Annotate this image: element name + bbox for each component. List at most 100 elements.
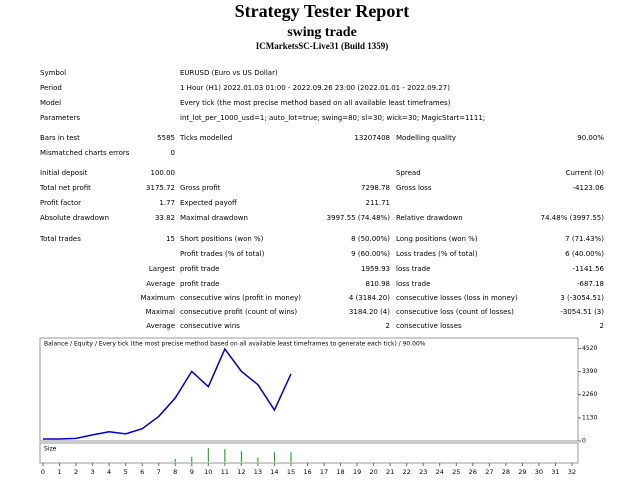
cell: Average bbox=[146, 280, 175, 288]
cell: Current (0) bbox=[566, 169, 605, 177]
cell: Maximum bbox=[141, 294, 176, 302]
cell: 100.00 bbox=[151, 169, 176, 177]
cell: Absolute drawdown bbox=[40, 214, 109, 222]
cell: 90.00% bbox=[577, 134, 604, 142]
x-tick-label: 6 bbox=[140, 468, 144, 476]
y-tick-label: 3390 bbox=[582, 368, 597, 375]
cell: Mismatched charts errors bbox=[40, 149, 130, 157]
cell: Maximal drawdown bbox=[180, 214, 248, 222]
x-tick-label: 12 bbox=[237, 468, 245, 476]
x-tick-label: 28 bbox=[502, 468, 510, 476]
cell: 3184.20 (4) bbox=[349, 308, 390, 316]
x-tick-label: 2 bbox=[74, 468, 78, 476]
size-label: Size bbox=[44, 446, 57, 453]
cell: -3054.51 (3) bbox=[560, 308, 604, 316]
cell: 7298.78 bbox=[361, 184, 390, 192]
cell: 1959.93 bbox=[361, 265, 390, 273]
cell: Relative drawdown bbox=[396, 214, 463, 222]
legend-text: Equity bbox=[74, 341, 93, 348]
y-tick-label: 2260 bbox=[582, 391, 597, 398]
cell: loss trade bbox=[396, 265, 430, 273]
cell: Total trades bbox=[39, 235, 81, 243]
x-tick-label: 0 bbox=[41, 468, 45, 476]
cell: Initial deposit bbox=[40, 169, 88, 177]
cell: 74.48% (3997.55) bbox=[541, 214, 605, 222]
title: Strategy Tester Report bbox=[235, 1, 410, 21]
cell: Total net profit bbox=[39, 184, 91, 192]
cell: Long positions (won %) bbox=[396, 235, 478, 243]
cell: int_lot_per_1000_usd=1; auto_lot=true; s… bbox=[180, 114, 485, 122]
cell: 3 (-3054.51) bbox=[560, 294, 604, 302]
x-tick-label: 18 bbox=[336, 468, 344, 476]
server: ICMarketsSC-Live31 (Build 1359) bbox=[256, 41, 389, 51]
cell: Gross profit bbox=[180, 184, 221, 192]
cell: Model bbox=[40, 99, 61, 107]
cell: Period bbox=[40, 84, 62, 92]
cell: -4123.06 bbox=[573, 184, 605, 192]
x-tick-label: 23 bbox=[419, 468, 427, 476]
y-tick-label: 1130 bbox=[582, 414, 597, 421]
cell: 13207408 bbox=[354, 134, 390, 142]
x-tick-label: 25 bbox=[452, 468, 460, 476]
x-tick-label: 1 bbox=[57, 468, 61, 476]
cell: EURUSD (Euro vs US Dollar) bbox=[180, 69, 278, 77]
cell: consecutive losses (loss in money) bbox=[396, 294, 518, 302]
x-tick-label: 15 bbox=[287, 468, 295, 476]
x-tick-label: 30 bbox=[535, 468, 543, 476]
x-tick-label: 20 bbox=[369, 468, 377, 476]
legend-text: / bbox=[70, 341, 73, 348]
cell: Spread bbox=[396, 169, 421, 177]
cell: 9 (60.00%) bbox=[351, 250, 390, 258]
cell: 211.71 bbox=[366, 199, 391, 207]
cell: 8 (50.00%) bbox=[351, 235, 390, 243]
x-tick-label: 31 bbox=[551, 468, 559, 476]
legend-text: Balance bbox=[44, 341, 68, 348]
cell: Expected payoff bbox=[180, 199, 237, 207]
x-tick-label: 3 bbox=[91, 468, 95, 476]
cell: Maximal bbox=[146, 308, 176, 316]
y-tick-label: 0 bbox=[582, 438, 586, 445]
x-tick-label: 16 bbox=[303, 468, 311, 476]
cell: 1 Hour (H1) 2022.01.03 01:00 - 2022.09.2… bbox=[180, 84, 450, 92]
x-tick-label: 4 bbox=[107, 468, 111, 476]
legend-text: / Every tick (the most precise method ba… bbox=[95, 341, 426, 348]
x-tick-label: 22 bbox=[403, 468, 411, 476]
subtitle: swing trade bbox=[287, 25, 357, 40]
cell: Bars in test bbox=[40, 134, 80, 142]
x-tick-label: 9 bbox=[190, 468, 194, 476]
cell: 33.82 bbox=[155, 214, 175, 222]
size-frame bbox=[39, 442, 579, 464]
cell: 0 bbox=[171, 149, 175, 157]
cell: Gross loss bbox=[396, 184, 432, 192]
x-tick-label: 7 bbox=[157, 468, 161, 476]
x-tick-label: 11 bbox=[221, 468, 229, 476]
cell: Every tick (the most precise method base… bbox=[180, 99, 451, 107]
cell: 6 (40.00%) bbox=[565, 250, 604, 258]
cell: 810.98 bbox=[366, 280, 391, 288]
cell: Parameters bbox=[40, 114, 80, 122]
balance-line bbox=[43, 347, 292, 440]
x-tick-label: 14 bbox=[270, 468, 278, 476]
cell: 1.77 bbox=[159, 199, 175, 207]
cell: consecutive loss (count of losses) bbox=[396, 308, 514, 316]
plot-frame bbox=[39, 337, 579, 442]
cell: Loss trades (% of total) bbox=[396, 250, 478, 258]
cell: 4 (3184.20) bbox=[349, 294, 390, 302]
cell: 3175.72 bbox=[146, 184, 175, 192]
cell: Short positions (won %) bbox=[180, 235, 264, 243]
x-tick-label: 19 bbox=[353, 468, 361, 476]
x-tick-label: 21 bbox=[386, 468, 394, 476]
x-tick-label: 26 bbox=[469, 468, 477, 476]
cell: 2 bbox=[386, 322, 390, 330]
cell: 5585 bbox=[157, 134, 175, 142]
cell: consecutive wins bbox=[180, 322, 240, 330]
cell: Average bbox=[146, 322, 175, 330]
cell: Modelling quality bbox=[396, 134, 456, 142]
y-tick-label: 4520 bbox=[582, 345, 597, 352]
x-tick-label: 17 bbox=[320, 468, 328, 476]
cell: Largest bbox=[149, 265, 175, 273]
cell: Symbol bbox=[40, 69, 66, 77]
cell: 15 bbox=[166, 235, 175, 243]
